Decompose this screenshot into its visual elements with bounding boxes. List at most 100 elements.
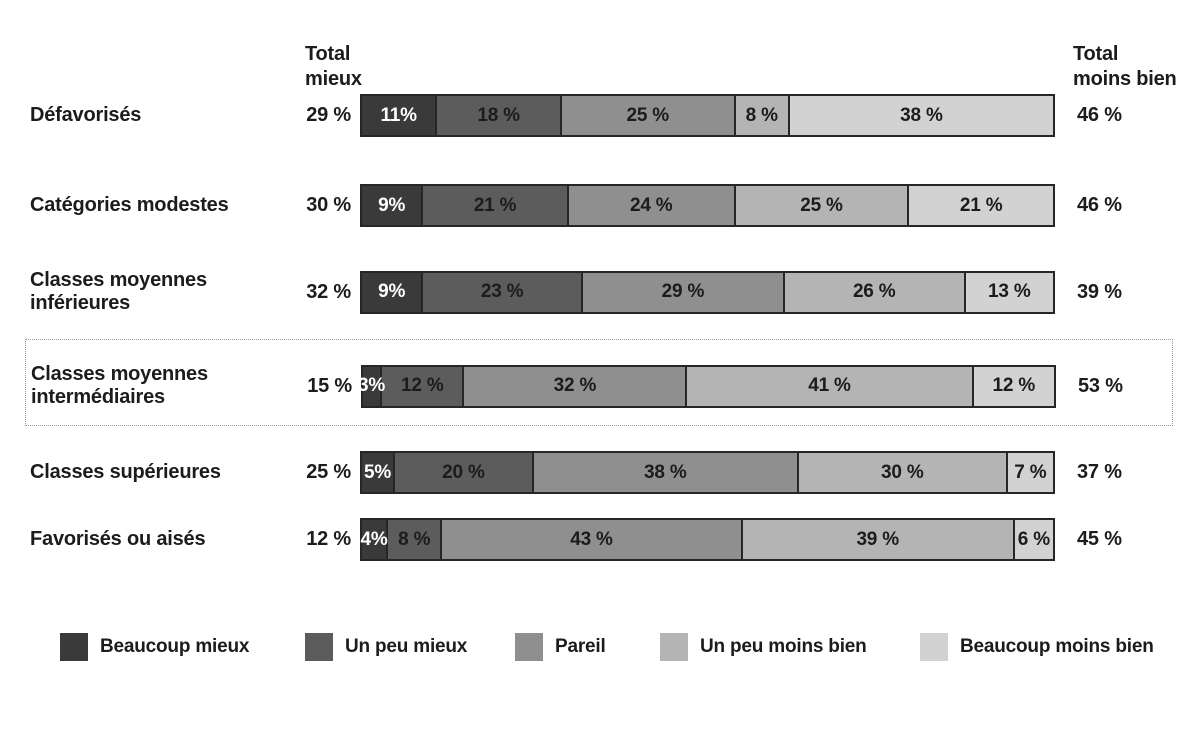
total-moins-bien-value: 39 % <box>1077 280 1122 303</box>
bar-segment-value: 41 % <box>808 375 851 396</box>
bar-segment-value: 20 % <box>442 461 485 483</box>
bar-segment-value: 8 % <box>398 528 431 550</box>
bar-segment-beaucoup-moins-bien: 7 % <box>1005 451 1055 494</box>
category-label-line: Classes moyennes <box>30 269 207 291</box>
bar-segment-beaucoup-moins-bien: 6 % <box>1012 518 1055 561</box>
category-label-line: Classes supérieures <box>30 461 221 483</box>
bar-segment-un-peu-moins-bien: 25 % <box>733 184 910 227</box>
chart-content: Total mieux Total moins bien Défavorisés… <box>25 0 1186 673</box>
total-moins-bien-value: 46 % <box>1077 104 1122 126</box>
bar-segment-beaucoup-mieux: 9% <box>360 184 424 227</box>
category-label: Classes moyennes intermédiaires <box>31 363 279 409</box>
bar-segment-value: 11% <box>380 104 417 126</box>
legend-item-un-peu-moins-bien: Un peu moins bien <box>660 633 867 661</box>
bar-segment-value: 25 % <box>800 194 843 216</box>
category-label: Classes moyennes inférieures <box>30 269 278 315</box>
stacked-bar: 4% 8 % 43 % 39 % 6 % <box>360 518 1063 561</box>
total-mieux-value: 25 % <box>306 461 351 483</box>
legend-item-pareil: Pareil <box>515 633 606 661</box>
stacked-bar: 3% 12 % 32 % 41 % 12 % <box>358 364 1064 408</box>
bar-segment-pareil: 29 % <box>580 270 785 314</box>
bar-segment-un-peu-mieux: 12 % <box>380 364 465 408</box>
stacked-bar: 9% 23 % 29 % 26 % 13 % <box>360 270 1063 314</box>
bar-segment-value: 12 % <box>992 375 1036 396</box>
bar-segment-value: 25 % <box>626 104 669 126</box>
bar-segment-value: 26 % <box>852 281 896 302</box>
total-mieux-value: 29 % <box>306 104 351 126</box>
bar-segment-value: 5% <box>364 461 392 483</box>
bar-segment-beaucoup-moins-bien: 12 % <box>971 364 1056 408</box>
total-moins-bien-header-line1: Total <box>1073 43 1119 65</box>
category-label: Défavorisés <box>30 104 278 127</box>
bar-segment-value: 3% <box>358 375 386 396</box>
bar-segment-beaucoup-mieux: 5% <box>360 451 396 494</box>
bar-segment-value: 21 % <box>473 194 517 216</box>
bar-segment-pareil: 32 % <box>462 364 688 408</box>
bar-segment-beaucoup-mieux: 11% <box>360 94 438 137</box>
bar-segment-beaucoup-mieux: 4% <box>360 518 389 561</box>
legend-swatch-icon <box>305 633 333 661</box>
bar-segment-un-peu-mieux: 23 % <box>421 270 583 314</box>
bar-segment-value: 8 % <box>745 104 778 126</box>
bar-segment-value: 7 % <box>1014 461 1047 483</box>
total-moins-bien-header: Total moins bien <box>1073 42 1177 92</box>
legend-item-beaucoup-moins-bien: Beaucoup moins bien <box>920 633 1154 661</box>
chart-row-défavorisés: Défavorisés 29 % 11% 18 % 25 % 8 % 38 % 46 % <box>30 94 1186 137</box>
bar-segment-un-peu-moins-bien: 30 % <box>796 451 1008 494</box>
chart-row-classes-moyennes-intermédiaires: Classes moyennes intermédiaires 15 % 3% 12 %… <box>31 363 1172 409</box>
total-moins-bien-value: 46 % <box>1077 194 1122 216</box>
legend: Beaucoup mieux Un peu mieux Pareil Un peu m… <box>30 633 1186 673</box>
legend-label: Un peu mieux <box>345 636 468 657</box>
legend-swatch-icon <box>660 633 688 661</box>
bar-segment-value: 23 % <box>480 281 524 302</box>
bar-segment-value: 9% <box>378 281 406 302</box>
bar-segment-value: 4% <box>360 528 388 550</box>
total-moins-bien-value: 45 % <box>1077 528 1122 550</box>
category-label-line: intermédiaires <box>31 386 165 408</box>
bar-segment-value: 18 % <box>477 104 520 126</box>
bar-segment-pareil: 43 % <box>440 518 743 561</box>
chart-row-classes-moyennes-inférieures: Classes moyennes inférieures 32 % 9% 23 % 29 … <box>30 269 1186 315</box>
total-mieux-header-line2: mieux <box>305 68 362 90</box>
category-label-line: Classes moyennes <box>31 363 208 385</box>
bar-segment-value: 30 % <box>881 461 924 483</box>
bar-segment-un-peu-moins-bien: 8 % <box>733 94 790 137</box>
bar-segment-value: 9% <box>378 194 406 216</box>
chart-row-classes-supérieures: Classes supérieures 25 % 5% 20 % 38 % 30 % 7 %… <box>30 451 1186 494</box>
total-mieux-value: 12 % <box>306 528 351 550</box>
bar-segment-value: 13 % <box>988 281 1031 302</box>
bar-segment-pareil: 24 % <box>566 184 736 227</box>
category-label: Catégories modestes <box>30 194 278 217</box>
bar-segment-un-peu-moins-bien: 41 % <box>685 364 974 408</box>
category-label-line: Favorisés ou aisés <box>30 528 206 550</box>
bar-segment-value: 24 % <box>629 194 673 216</box>
legend-label: Un peu moins bien <box>700 636 867 657</box>
bar-segment-pareil: 25 % <box>559 94 736 137</box>
legend-label: Pareil <box>555 636 606 657</box>
bar-segment-beaucoup-moins-bien: 21 % <box>907 184 1055 227</box>
legend-item-un-peu-mieux: Un peu mieux <box>305 633 467 661</box>
column-headers: Total mieux Total moins bien <box>30 0 1186 94</box>
bar-segment-value: 29 % <box>661 281 705 302</box>
chart-row-favorisés-ou-aisés: Favorisés ou aisés 12 % 4% 8 % 43 % 39 % 6 % 45… <box>30 518 1186 561</box>
total-moins-bien-value: 53 % <box>1078 374 1123 397</box>
bar-segment-un-peu-mieux: 20 % <box>393 451 534 494</box>
bar-segment-un-peu-mieux: 8 % <box>386 518 443 561</box>
bar-segment-value: 39 % <box>856 528 899 550</box>
stacked-bar: 5% 20 % 38 % 30 % 7 % <box>360 451 1063 494</box>
legend-swatch-icon <box>920 633 948 661</box>
stacked-bar: 9% 21 % 24 % 25 % 21 % <box>360 184 1063 227</box>
bar-segment-un-peu-moins-bien: 39 % <box>740 518 1015 561</box>
legend-label: Beaucoup mieux <box>100 636 250 657</box>
total-mieux-header-line1: Total <box>305 43 351 65</box>
chart-row-catégories-modestes: Catégories modestes 30 % 9% 21 % 24 % 25 % 21 … <box>30 184 1186 227</box>
category-label: Classes supérieures <box>30 461 278 484</box>
bar-segment-value: 38 % <box>644 461 687 483</box>
highlight-dotted-box: Classes moyennes intermédiaires 15 % 3% 12 %… <box>25 339 1173 426</box>
stacked-bar: 11% 18 % 25 % 8 % 38 % <box>360 94 1063 137</box>
bar-segment-value: 32 % <box>553 375 597 396</box>
bar-segment-value: 21 % <box>959 194 1003 216</box>
bar-segment-beaucoup-moins-bien: 13 % <box>963 270 1055 314</box>
category-label-line: Catégories modestes <box>30 194 229 216</box>
